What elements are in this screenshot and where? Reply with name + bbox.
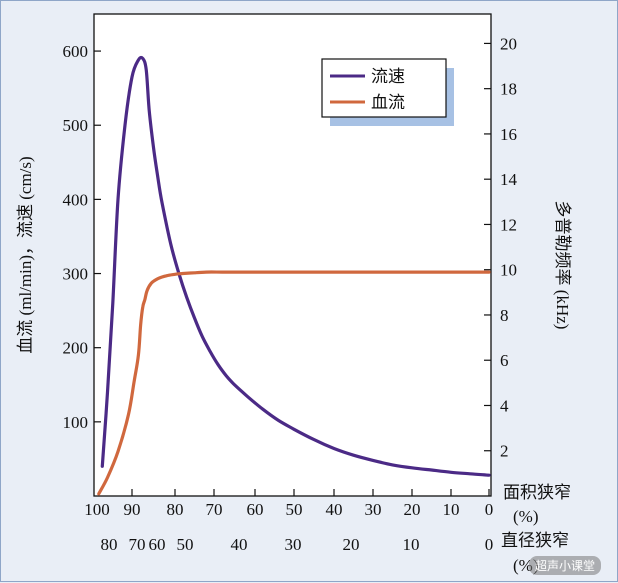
right-tick-label: 14 bbox=[500, 170, 518, 189]
area-tick-label: 40 bbox=[326, 500, 343, 519]
watermark: 超声小课堂 bbox=[528, 556, 601, 575]
left-tick-label: 600 bbox=[63, 42, 89, 61]
area-tick-label: 30 bbox=[365, 500, 382, 519]
right-tick-label: 2 bbox=[500, 442, 509, 461]
right-tick-label: 12 bbox=[500, 215, 517, 234]
diameter-tick-label: 70 bbox=[129, 535, 146, 554]
diameter-tick-label: 20 bbox=[343, 535, 360, 554]
diameter-tick-label: 50 bbox=[177, 535, 194, 554]
diameter-tick-label: 30 bbox=[285, 535, 302, 554]
diameter-stenosis-axis: 80 70 60 50 40 30 20 10 0 bbox=[101, 535, 494, 554]
right-tick-label: 16 bbox=[500, 125, 517, 144]
diameter-tick-label: 40 bbox=[231, 535, 248, 554]
right-tick-label: 6 bbox=[500, 351, 509, 370]
left-tick-label: 500 bbox=[63, 116, 89, 135]
area-axis-unit: (%) bbox=[513, 507, 538, 526]
diameter-axis-title: 直径狭窄 bbox=[501, 531, 569, 550]
area-tick-label: 80 bbox=[167, 500, 184, 519]
left-axis-title: 血流 (ml/min)，流速 (cm/s) bbox=[16, 156, 35, 353]
series-layer bbox=[97, 55, 491, 496]
right-tick-label: 10 bbox=[500, 261, 517, 280]
area-axis-title: 面积狭窄 bbox=[503, 483, 571, 502]
area-stenosis-axis: 100 90 80 70 60 50 40 30 20 10 0 bbox=[84, 489, 493, 519]
area-tick-label: 90 bbox=[124, 500, 141, 519]
left-tick-label: 400 bbox=[63, 190, 89, 209]
right-axis: 2 4 6 8 10 12 14 16 18 20 bbox=[484, 34, 518, 461]
area-tick-label: 60 bbox=[247, 500, 264, 519]
area-tick-label: 10 bbox=[443, 500, 460, 519]
area-tick-label: 50 bbox=[286, 500, 303, 519]
diameter-tick-label: 10 bbox=[403, 535, 420, 554]
left-tick-label: 100 bbox=[63, 413, 89, 432]
right-tick-label: 18 bbox=[500, 80, 517, 99]
right-tick-label: 4 bbox=[500, 396, 509, 415]
series-line-flow-velocity bbox=[100, 55, 491, 477]
area-tick-label: 20 bbox=[404, 500, 421, 519]
right-axis-title: 多普勒频率 (kHz) bbox=[553, 201, 572, 330]
legend: 流速 血流 bbox=[321, 58, 454, 126]
area-tick-label: 0 bbox=[485, 500, 494, 519]
right-tick-label: 8 bbox=[500, 306, 509, 325]
right-tick-label: 20 bbox=[500, 34, 517, 53]
legend-label-blood-flow: 血流 bbox=[371, 93, 405, 112]
left-tick-label: 300 bbox=[63, 265, 89, 284]
left-axis: 100 200 300 400 500 600 bbox=[63, 42, 101, 432]
legend-label-flow-velocity: 流速 bbox=[371, 67, 405, 86]
diameter-tick-label: 60 bbox=[149, 535, 166, 554]
legend-box bbox=[321, 58, 447, 118]
area-tick-label: 100 bbox=[84, 500, 110, 519]
left-tick-label: 200 bbox=[63, 339, 89, 358]
diameter-tick-label: 80 bbox=[101, 535, 118, 554]
series-line-blood-flow bbox=[97, 270, 491, 496]
diameter-tick-label: 0 bbox=[485, 535, 494, 554]
area-tick-label: 70 bbox=[206, 500, 223, 519]
